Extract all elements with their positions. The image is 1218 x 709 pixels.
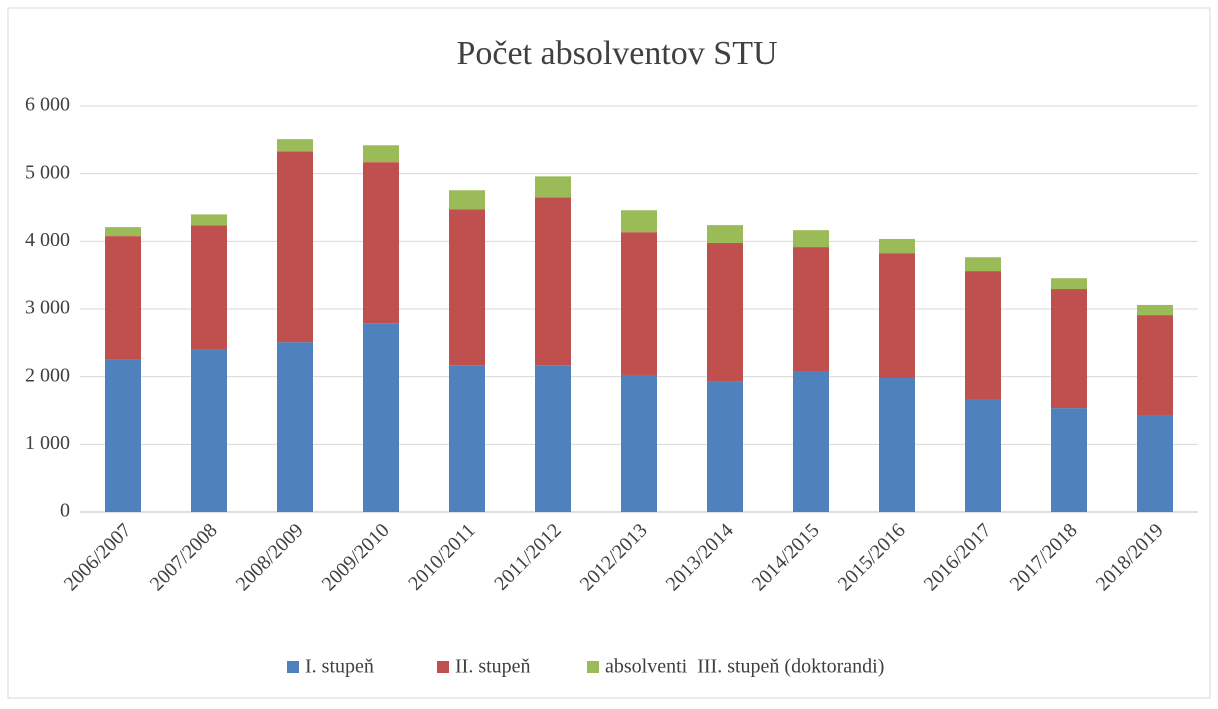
bar-segment (707, 225, 743, 244)
legend-swatch (587, 661, 599, 673)
bar-segment (707, 381, 743, 512)
chart-title: Počet absolventov STU (456, 35, 777, 72)
bar-segment (621, 232, 657, 375)
legend-label: I. stupeň (305, 656, 374, 678)
bar-segment (793, 247, 829, 372)
bar-segment (449, 209, 485, 366)
legend-swatch (287, 661, 299, 673)
bar-segment (535, 176, 571, 198)
bar-segment (105, 227, 141, 237)
bar-segment (707, 243, 743, 382)
bar-segment (965, 398, 1001, 512)
bar-segment (965, 271, 1001, 399)
y-tick-label: 4 000 (25, 229, 70, 251)
bar-segment (1051, 408, 1087, 512)
bar-segment (277, 139, 313, 152)
bar-segment (879, 378, 915, 512)
bar-segment (879, 253, 915, 379)
bar-segment (621, 210, 657, 233)
bar-segment (449, 365, 485, 512)
bar-segment (191, 349, 227, 512)
bar-segment (965, 257, 1001, 272)
bar-segment (879, 238, 915, 254)
y-tick-label: 1 000 (25, 432, 70, 454)
y-tick-label: 2 000 (25, 364, 70, 386)
legend-label: II. stupeň (455, 656, 531, 678)
bar-segment (363, 323, 399, 512)
bar-segment (1137, 415, 1173, 512)
bar-segment (191, 225, 227, 350)
bar-segment (449, 190, 485, 210)
y-tick-label: 5 000 (25, 161, 70, 183)
bar-segment (363, 162, 399, 324)
legend-swatch (437, 661, 449, 673)
bar-segment (1051, 278, 1087, 290)
bar-segment (277, 151, 313, 343)
y-tick-label: 6 000 (25, 94, 70, 116)
bar-segment (1137, 304, 1173, 316)
bar-segment (793, 371, 829, 512)
bar-segment (191, 214, 227, 226)
bar-segment (105, 359, 141, 512)
bar-segment (621, 374, 657, 512)
bar-segment (793, 230, 829, 248)
bar-segment (1051, 289, 1087, 409)
bar-segment (363, 145, 399, 163)
y-tick-label: 3 000 (25, 297, 70, 319)
chart-border (7, 7, 1211, 699)
y-tick-label: 0 (60, 500, 70, 522)
bar-segment (277, 342, 313, 512)
bar-segment (535, 197, 571, 366)
legend-label: absolventi III. stupeň (doktorandi) (605, 656, 884, 678)
bar-segment (1137, 315, 1173, 416)
bar-segment (535, 365, 571, 512)
bar-segment (105, 236, 141, 360)
